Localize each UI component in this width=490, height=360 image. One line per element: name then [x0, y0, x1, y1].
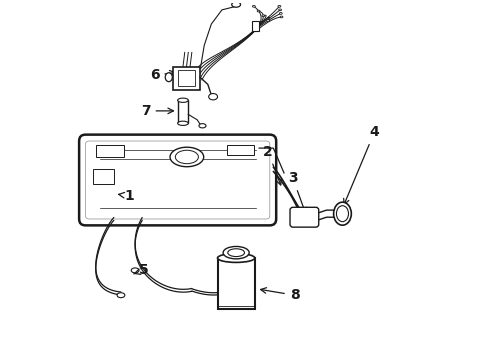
Text: 7: 7 [141, 104, 173, 118]
Ellipse shape [218, 253, 255, 262]
Bar [252, 21, 259, 31]
Bar [173, 67, 200, 90]
Bar [178, 70, 196, 86]
Ellipse shape [170, 147, 204, 167]
FancyBboxPatch shape [79, 135, 276, 225]
Text: 3: 3 [288, 171, 306, 213]
Text: 4: 4 [343, 125, 379, 204]
Ellipse shape [117, 293, 125, 298]
Ellipse shape [178, 121, 188, 125]
Ellipse shape [131, 268, 139, 273]
FancyBboxPatch shape [290, 207, 318, 227]
Ellipse shape [279, 9, 282, 11]
Bar [96, 145, 124, 157]
Ellipse shape [209, 94, 218, 100]
Ellipse shape [334, 202, 351, 225]
Text: 8: 8 [261, 288, 299, 302]
Ellipse shape [252, 5, 255, 7]
Text: 2: 2 [263, 145, 281, 185]
Ellipse shape [280, 16, 283, 18]
Ellipse shape [232, 2, 241, 7]
Ellipse shape [175, 150, 198, 164]
Bar [227, 145, 254, 155]
Ellipse shape [223, 247, 249, 259]
Ellipse shape [199, 123, 206, 128]
Ellipse shape [278, 5, 281, 7]
Ellipse shape [178, 98, 188, 102]
Ellipse shape [257, 10, 260, 12]
Ellipse shape [279, 13, 282, 14]
Ellipse shape [228, 249, 245, 257]
Ellipse shape [267, 19, 270, 21]
Ellipse shape [165, 73, 172, 82]
Ellipse shape [337, 206, 348, 222]
Ellipse shape [262, 15, 265, 17]
Text: 6: 6 [150, 68, 175, 82]
Text: 1: 1 [119, 189, 135, 203]
Bar [178, 100, 188, 123]
Bar [93, 169, 114, 184]
Text: 5: 5 [134, 264, 149, 278]
Bar [218, 258, 255, 309]
